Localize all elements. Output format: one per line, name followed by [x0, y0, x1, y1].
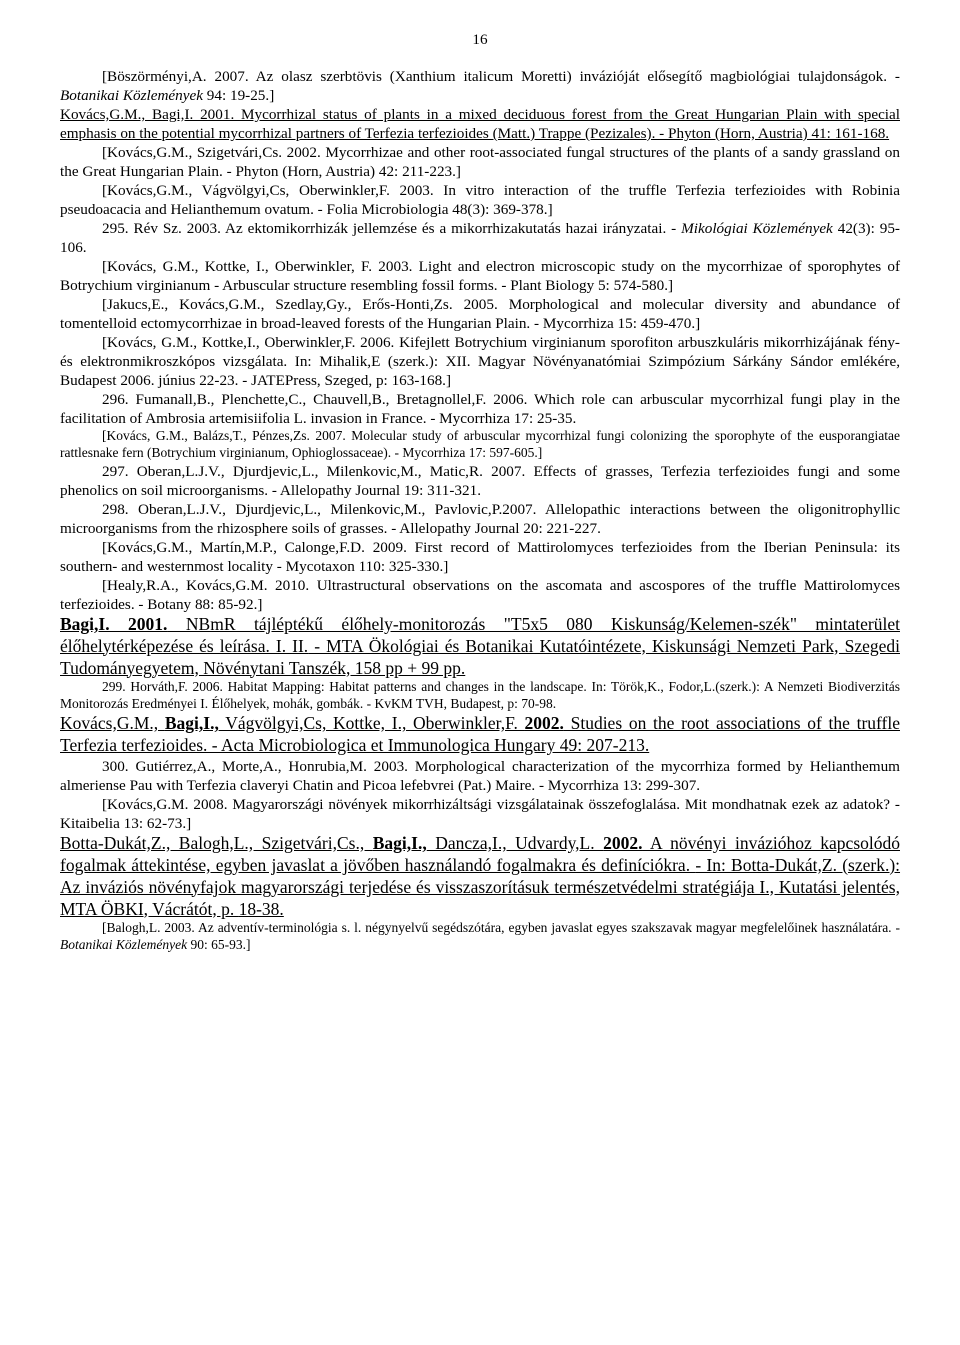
text: 90: 65-93.] [187, 937, 250, 952]
paragraph-small: 299. Horváth,F. 2006. Habitat Mapping: H… [60, 679, 900, 713]
heading: Botta-Dukát,Z., Balogh,L., Szigetvári,Cs… [60, 833, 900, 921]
text: 18-38. [239, 899, 284, 919]
text: Vágvölgyi,Cs, Kottke, I., Oberwinkler,F. [219, 713, 525, 733]
bold-text: 2002. [525, 713, 564, 733]
underlined-text: Kovács,G.M., Bagi,I. 2001. Mycorrhizal s… [60, 106, 900, 142]
text: [Kovács,G.M., Vágvölgyi,Cs, Oberwinkler,… [60, 182, 900, 218]
paragraph: 297. Oberan,L.J.V., Djurdjevic,L., Milen… [60, 462, 900, 500]
paragraph-small: [Kovács, G.M., Balázs,T., Pénzes,Zs. 200… [60, 428, 900, 462]
text: 297. Oberan,L.J.V., Djurdjevic,L., Milen… [60, 463, 900, 499]
bold-text: Bagi,I. 2001. [60, 614, 167, 634]
paragraph: 298. Oberan,L.J.V., Djurdjevic,L., Milen… [60, 500, 900, 538]
paragraph-small: [Balogh,L. 2003. Az adventív-terminológi… [60, 920, 900, 954]
paragraph: [Kovács, G.M., Kottke, I., Oberwinkler, … [60, 257, 900, 295]
text: [Balogh,L. 2003. Az adventív-terminológi… [102, 920, 900, 935]
italic-text: Botanikai Közlemények [60, 87, 203, 104]
heading: Bagi,I. 2001. NBmR tájléptékű élőhely-mo… [60, 614, 900, 680]
paragraph: [Kovács,G.M., Szigetvári,Cs. 2002. Mycor… [60, 143, 900, 181]
text: Kovács,G.M., [60, 713, 165, 733]
text: [Böszörményi,A. 2007. Az olasz szerbtövi… [102, 68, 900, 85]
italic-text: Mikológiai Közlemények [681, 220, 833, 237]
paragraph: [Kovács, G.M., Kottke,I., Oberwinkler,F.… [60, 333, 900, 390]
paragraph: [Healy,R.A., Kovács,G.M. 2010. Ultrastru… [60, 576, 900, 614]
bold-text: Bagi,I., [373, 833, 427, 853]
text: Botta-Dukát,Z., Balogh,L., Szigetvári,Cs… [60, 833, 373, 853]
italic-text: Botanikai Közlemények [60, 937, 187, 952]
text: [Healy,R.A., Kovács,G.M. 2010. Ultrastru… [60, 577, 900, 613]
bold-text: Bagi,I., [165, 713, 219, 733]
text: 296. Fumanall,B., Plenchette,C., Chauvel… [60, 391, 900, 427]
text: [Kovács, G.M., Balázs,T., Pénzes,Zs. 200… [60, 428, 900, 460]
text: 298. Oberan,L.J.V., Djurdjevic,L., Milen… [60, 501, 900, 537]
bold-text: 2002. [603, 833, 642, 853]
paragraph: [Kovács,G.M., Vágvölgyi,Cs, Oberwinkler,… [60, 181, 900, 219]
page-number: 16 [60, 30, 900, 49]
paragraph: 296. Fumanall,B., Plenchette,C., Chauvel… [60, 390, 900, 428]
text: 299. Horváth,F. 2006. Habitat Mapping: H… [60, 679, 900, 711]
paragraph: 300. Gutiérrez,A., Morte,A., Honrubia,M.… [60, 757, 900, 795]
text: [Kovács,G.M. 2008. Magyarországi növénye… [60, 796, 900, 832]
text: [Kovács, G.M., Kottke,I., Oberwinkler,F.… [60, 334, 900, 389]
text: Dancza,I., Udvardy,L. [427, 833, 603, 853]
paragraph: [Jakucs,E., Kovács,G.M., Szedlay,Gy., Er… [60, 295, 900, 333]
heading: Kovács,G.M., Bagi,I., Vágvölgyi,Cs, Kott… [60, 713, 900, 757]
text: [Kovács,G.M., Szigetvári,Cs. 2002. Mycor… [60, 144, 900, 180]
text: [Kovács, G.M., Kottke, I., Oberwinkler, … [60, 258, 900, 294]
document-page: 16 [Böszörményi,A. 2007. Az olasz szerbt… [0, 0, 960, 984]
paragraph: [Kovács,G.M., Martín,M.P., Calonge,F.D. … [60, 538, 900, 576]
text: 295. Rév Sz. 2003. Az ektomikorrhizák je… [102, 220, 681, 237]
paragraph: [Böszörményi,A. 2007. Az olasz szerbtövi… [60, 67, 900, 105]
paragraph: 295. Rév Sz. 2003. Az ektomikorrhizák je… [60, 219, 900, 257]
paragraph: [Kovács,G.M. 2008. Magyarországi növénye… [60, 795, 900, 833]
paragraph: Kovács,G.M., Bagi,I. 2001. Mycorrhizal s… [60, 105, 900, 143]
text: [Kovács,G.M., Martín,M.P., Calonge,F.D. … [60, 539, 900, 575]
text: 94: 19-25.] [203, 87, 274, 104]
text: [Jakucs,E., Kovács,G.M., Szedlay,Gy., Er… [60, 296, 900, 332]
text: 300. Gutiérrez,A., Morte,A., Honrubia,M.… [60, 758, 900, 794]
